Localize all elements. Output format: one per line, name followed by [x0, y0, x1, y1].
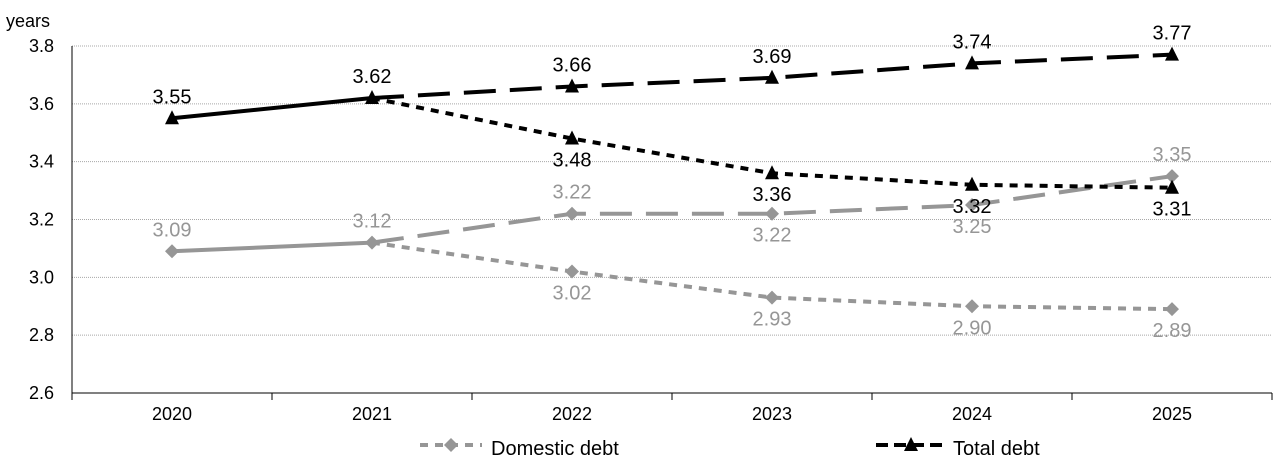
y-tick-label: 2.6 [29, 383, 54, 403]
point-domestic-debt [1165, 169, 1179, 184]
data-label-total-debt: 3.55 [153, 86, 192, 108]
y-tick-label: 3.4 [29, 152, 54, 172]
data-label-total-debt: 3.31 [1153, 199, 1192, 221]
point-domestic-debt [765, 206, 779, 221]
line-domestic-debt-long-dash [371, 174, 1173, 245]
point-total-debt [765, 165, 779, 180]
point-total-debt [365, 90, 379, 105]
x-tick-label: 2021 [352, 404, 392, 424]
data-label-domestic-debt: 3.02 [553, 283, 592, 305]
point-domestic-debt [365, 235, 379, 250]
y-tick-label: 3.0 [29, 267, 54, 287]
point-domestic-debt [565, 206, 579, 221]
line-domestic-debt-solid [171, 240, 373, 254]
data-label-total-debt: 3.66 [553, 54, 592, 76]
data-label-domestic-debt: 3.35 [1153, 144, 1192, 166]
point-total-debt [565, 78, 579, 93]
data-label-domestic-debt: 3.12 [353, 211, 392, 233]
legend-label-total-debt: Total debt [953, 438, 1040, 460]
data-label-domestic-debt: 3.09 [153, 219, 192, 241]
x-tick-label: 2023 [752, 404, 792, 424]
line-total-debt-solid [171, 96, 373, 121]
data-label-total-debt: 3.77 [1153, 23, 1192, 45]
y-tick-label: 3.8 [29, 36, 54, 56]
legend-item-domestic-debt: Domestic debt [420, 438, 619, 460]
legend-marker-domestic-debt [444, 438, 458, 452]
point-total-debt [765, 69, 779, 84]
y-axis-label: years [6, 11, 50, 31]
axes: 2.6 2.8 3.0 3.2 3.4 3.6 3.8 2020 2021 2022 2023 202… [29, 36, 1273, 424]
legend-marker-total-debt [904, 437, 918, 451]
point-domestic-debt [1165, 302, 1179, 317]
point-total-debt [965, 55, 979, 70]
point-total-debt [1165, 46, 1179, 61]
x-tick-label: 2020 [152, 404, 192, 424]
point-domestic-debt [165, 244, 179, 259]
point-domestic-debt [565, 264, 579, 279]
line-total-debt-long-dash [371, 52, 1173, 101]
data-label-domestic-debt: 2.89 [1153, 320, 1192, 342]
data-label-total-debt: 3.62 [353, 66, 392, 88]
data-label-total-debt: 3.69 [753, 46, 792, 68]
data-label-domestic-debt: 3.25 [953, 216, 992, 238]
data-labels: 3.09 3.12 3.22 3.02 3.22 2.93 3.25 2.90 3.35 2.89… [153, 23, 1192, 342]
gridlines [72, 45, 1272, 336]
point-total-debt [965, 176, 979, 191]
point-total-debt [165, 110, 179, 125]
data-label-domestic-debt: 3.22 [753, 225, 792, 247]
series-total-debt [165, 46, 1179, 194]
point-total-debt [565, 130, 579, 145]
legend: Domestic debt Total debt [420, 437, 1040, 460]
data-label-total-debt: 3.74 [953, 31, 992, 53]
data-label-total-debt: 3.48 [553, 150, 592, 172]
legend-item-total-debt: Total debt [876, 437, 1040, 460]
x-tick-label: 2025 [1152, 404, 1192, 424]
point-domestic-debt [965, 299, 979, 314]
data-label-total-debt: 3.36 [753, 184, 792, 206]
x-tick-label: 2022 [552, 404, 592, 424]
y-tick-label: 3.2 [29, 210, 54, 230]
x-tick-label: 2024 [952, 404, 992, 424]
point-domestic-debt [965, 198, 979, 213]
y-tick-label: 3.6 [29, 94, 54, 114]
data-label-domestic-debt: 3.22 [553, 182, 592, 204]
y-tick-label: 2.8 [29, 325, 54, 345]
data-label-domestic-debt: 2.90 [953, 317, 992, 339]
series-domestic-debt [165, 169, 1179, 317]
point-total-debt [1165, 179, 1179, 194]
series-group [165, 46, 1179, 317]
data-label-total-debt: 3.32 [953, 196, 992, 218]
data-label-domestic-debt: 2.93 [753, 309, 792, 331]
legend-label-domestic-debt: Domestic debt [491, 438, 619, 460]
point-domestic-debt [765, 290, 779, 305]
